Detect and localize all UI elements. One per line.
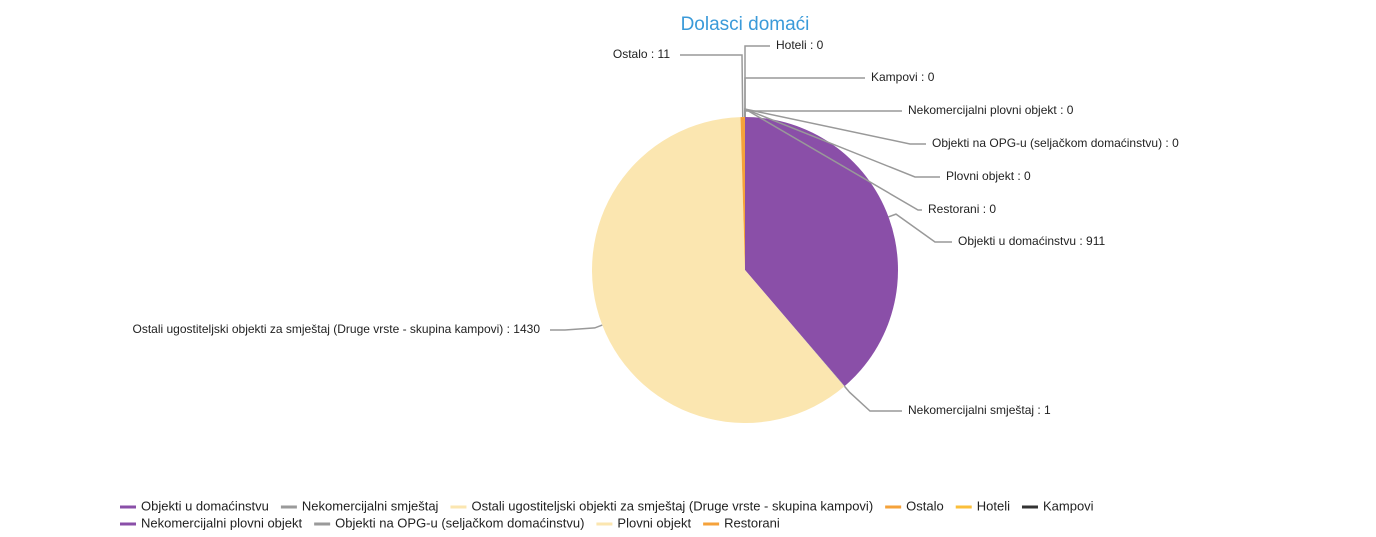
leader-line [843, 385, 902, 412]
legend-label: Ostalo [906, 498, 944, 513]
data-label: Kampovi : 0 [871, 70, 935, 84]
data-label: Nekomercijalni plovni objekt : 0 [908, 103, 1074, 117]
legend-label: Nekomercijalni plovni objekt [141, 515, 303, 530]
pie-slice [745, 117, 899, 387]
data-label: Restorani : 0 [928, 202, 996, 216]
data-label: Objekti u domaćinstvu : 911 [958, 234, 1106, 248]
legend-label: Hoteli [977, 498, 1010, 513]
data-label: Ostalo : 11 [613, 47, 670, 61]
legend-label: Kampovi [1043, 498, 1094, 513]
leader-line [680, 54, 744, 118]
legend-label: Nekomercijalni smještaj [302, 498, 439, 513]
pie-slice [592, 117, 845, 423]
data-label: Nekomercijalni smještaj : 1 [908, 403, 1051, 417]
data-label: Plovni objekt : 0 [946, 169, 1031, 183]
legend-label: Objekti u domaćinstvu [141, 498, 269, 513]
leader-line [888, 213, 952, 243]
leader-line [550, 324, 603, 331]
leader-line [744, 107, 922, 211]
data-label: Ostali ugostiteljski objekti za smještaj… [133, 322, 541, 336]
legend-label: Ostali ugostiteljski objekti za smještaj… [471, 498, 873, 513]
data-label: Objekti na OPG-u (seljačkom domaćinstvu)… [932, 136, 1179, 150]
chart-title: Dolasci domaći [681, 14, 810, 35]
pie-slice [745, 270, 845, 387]
pie-slice [740, 117, 745, 270]
leader-line [744, 109, 902, 117]
legend-label: Plovni objekt [617, 515, 691, 530]
legend-label: Restorani [724, 515, 780, 530]
data-label: Hoteli : 0 [776, 38, 824, 52]
leader-line [744, 45, 770, 117]
legend-label: Objekti na OPG-u (seljačkom domaćinstvu) [335, 515, 584, 530]
